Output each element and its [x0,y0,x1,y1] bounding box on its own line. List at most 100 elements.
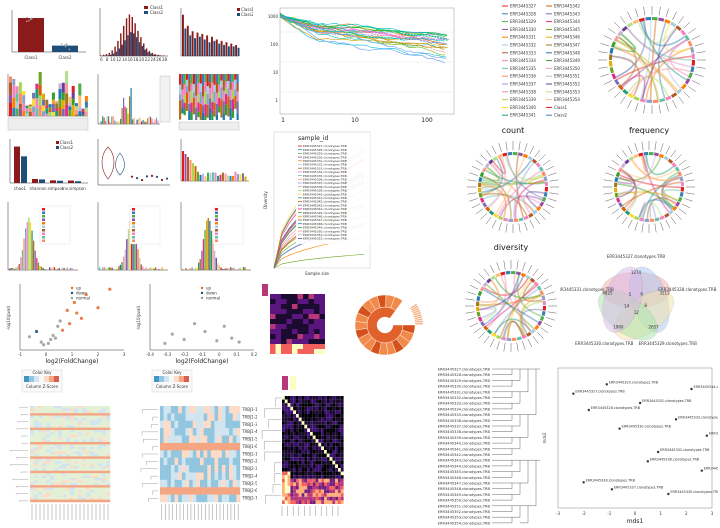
legend-label: ERR3445339.clonotypes.TRB [303,189,347,193]
heat-cell [74,473,79,476]
bar [105,121,107,124]
heat-cell [62,437,67,440]
sunburst-chart [354,294,424,356]
heat-cell [54,427,59,431]
x-tick: 10 [351,117,359,124]
bar [120,118,122,124]
heat-cell [62,420,67,423]
heat-cell [319,329,325,334]
bar [217,263,219,270]
leaf-label: ERR3445328.clonotypes.TRB [438,373,491,377]
heat-cell [62,470,67,474]
heat-cell [62,485,67,488]
heat-cell [282,406,285,411]
color-key-swatch [179,376,184,382]
heat-cell [102,470,107,474]
bar-segment [75,103,78,107]
dendrogram: ERR3445327.clonotypes.TRBERR3445328.clon… [438,368,540,525]
bar [135,37,138,56]
heat-cell [326,478,330,483]
heat-cell [318,432,322,436]
heat-cell [298,468,302,472]
bar-segment [78,106,82,112]
legend-swatch [215,208,218,211]
dendro-branch [142,409,158,414]
heat-cell [318,489,322,494]
chord-sector [613,35,620,42]
heat-cell [50,437,55,440]
heat-cell [324,496,327,501]
heat-cell [34,430,39,433]
legend-swatch [144,6,148,9]
heat-cell [207,413,212,421]
chord-sector [652,99,659,103]
heat-cell [78,420,83,423]
bar [124,249,126,270]
sector-label [524,222,528,231]
heat-cell [46,478,51,481]
legend-label: down [206,291,217,296]
heat-cell [210,472,215,481]
heat-cell [200,428,204,436]
heat-cell [46,439,51,443]
heat-cell [98,494,103,498]
legend-label: ERR3445330.clonotypes.TRB [303,155,347,159]
heat-cell [287,478,291,483]
chord-link [620,74,646,100]
heat-cell [297,349,303,354]
point [674,418,678,421]
dendro-branch [504,482,513,489]
dendro-branch [504,414,513,421]
tick-label: 10 [110,57,116,62]
heat-cell [102,492,107,495]
heat-cell [310,435,313,440]
heat-cell [286,349,292,354]
heat-cell [102,444,107,447]
heat-cell [54,437,59,440]
bar [112,116,114,124]
sector-label [603,80,612,85]
dendro-branch [274,462,281,472]
heat-cell [310,457,313,461]
heat-cell [290,486,294,490]
heat-cell [296,417,299,422]
heat-cell [66,451,71,455]
sector-label [598,51,608,54]
chord-link [497,170,542,216]
legend-swatch [56,141,59,144]
bar-segment [58,88,62,99]
heat-cell [82,478,87,481]
heat-cell [50,458,55,462]
sector-label [527,264,533,274]
dendro-branch [151,424,158,429]
heat-cell [310,486,313,490]
bar [100,121,102,124]
chord-link [514,179,545,219]
heat-cell [170,487,175,495]
heat-cell [281,299,287,304]
chord-link [616,33,637,50]
heat-cell [74,494,79,498]
color-key-swatch [39,376,44,382]
heat-cell [94,475,99,479]
bar [129,220,131,270]
heat-cell [66,410,71,414]
heat-cell [46,461,51,464]
point [31,17,33,20]
heat-cell [321,421,324,425]
sector-label [522,341,526,350]
heat-cell [54,466,59,469]
bar [153,122,155,124]
bar [194,166,197,181]
heat-cell [318,457,322,461]
heat-cell [102,456,107,459]
heat-cell [70,470,75,474]
heat-cell [42,446,47,450]
heat-cell [290,457,294,461]
heat-cell [94,458,99,462]
heat-cell [102,490,107,493]
heat-cell [196,450,201,458]
heat-cell [178,406,183,414]
heat-cell [192,413,197,421]
heat-cell [218,479,223,488]
